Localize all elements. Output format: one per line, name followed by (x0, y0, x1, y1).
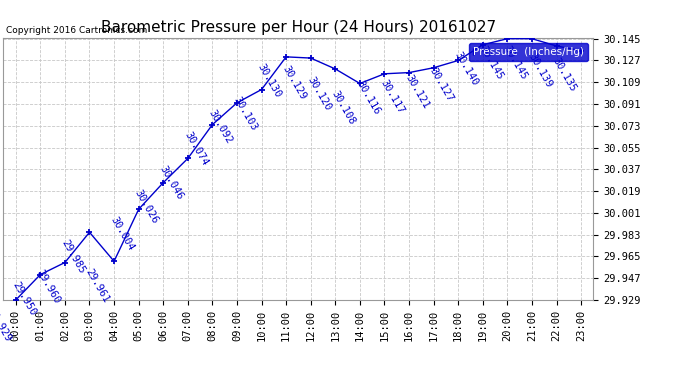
Text: 30.127: 30.127 (428, 66, 455, 104)
Text: 30.129: 30.129 (281, 64, 308, 101)
Text: 30.145: 30.145 (502, 44, 529, 82)
Text: 30.074: 30.074 (182, 130, 210, 168)
Text: Copyright 2016 Cartronics.com: Copyright 2016 Cartronics.com (6, 26, 148, 35)
Text: 29.960: 29.960 (34, 268, 62, 306)
Text: 30.046: 30.046 (157, 164, 185, 201)
Text: 29.961: 29.961 (84, 267, 111, 305)
Text: 29.929: 29.929 (0, 306, 13, 343)
Text: 30.004: 30.004 (108, 215, 136, 252)
Text: 30.116: 30.116 (354, 80, 382, 117)
Text: 29.950: 29.950 (10, 280, 37, 318)
Text: 30.026: 30.026 (133, 188, 161, 226)
Text: 30.140: 30.140 (453, 50, 480, 88)
Text: 29.985: 29.985 (59, 238, 87, 275)
Title: Barometric Pressure per Hour (24 Hours) 20161027: Barometric Pressure per Hour (24 Hours) … (101, 20, 496, 35)
Text: 30.117: 30.117 (379, 78, 406, 116)
Text: 30.130: 30.130 (256, 62, 284, 100)
Text: 30.120: 30.120 (305, 75, 333, 112)
Text: 30.108: 30.108 (330, 89, 357, 126)
Text: 30.103: 30.103 (231, 95, 259, 132)
Text: 30.092: 30.092 (207, 108, 234, 146)
Legend: Pressure  (Inches/Hg): Pressure (Inches/Hg) (469, 43, 588, 61)
Text: 30.145: 30.145 (477, 44, 504, 82)
Text: 30.135: 30.135 (551, 56, 578, 94)
Text: 30.121: 30.121 (404, 73, 431, 111)
Text: 30.139: 30.139 (526, 51, 554, 89)
